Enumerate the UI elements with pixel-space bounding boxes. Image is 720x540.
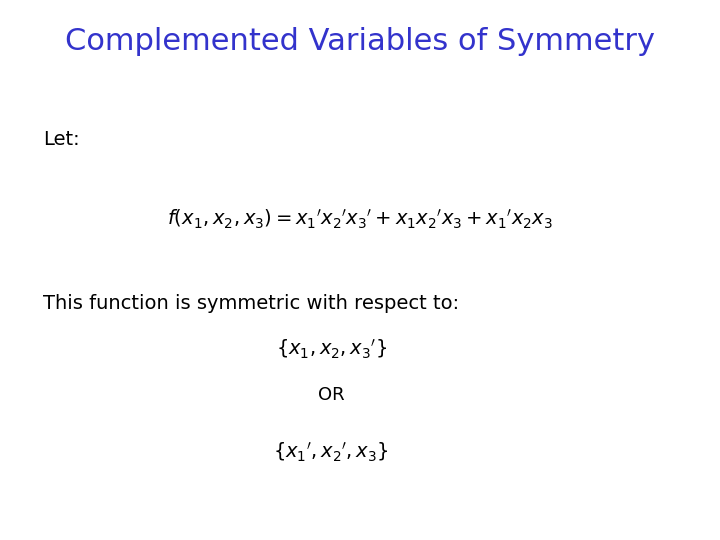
Text: Let:: Let: [43,130,80,148]
Text: Complemented Variables of Symmetry: Complemented Variables of Symmetry [65,27,655,56]
Text: $f(x_1, x_2, x_3) = x_1{}' x_2{}' x_3{}' + x_1 x_2{}' x_3 + x_1{}' x_2 x_3$: $f(x_1, x_2, x_3) = x_1{}' x_2{}' x_3{}'… [167,208,553,231]
Text: OR: OR [318,386,344,404]
Text: $\{x_1{}', x_2{}', x_3\}$: $\{x_1{}', x_2{}', x_3\}$ [274,440,389,463]
Text: $\{x_1, x_2, x_3{}'\}$: $\{x_1, x_2, x_3{}'\}$ [276,338,387,361]
Text: This function is symmetric with respect to:: This function is symmetric with respect … [43,294,459,313]
